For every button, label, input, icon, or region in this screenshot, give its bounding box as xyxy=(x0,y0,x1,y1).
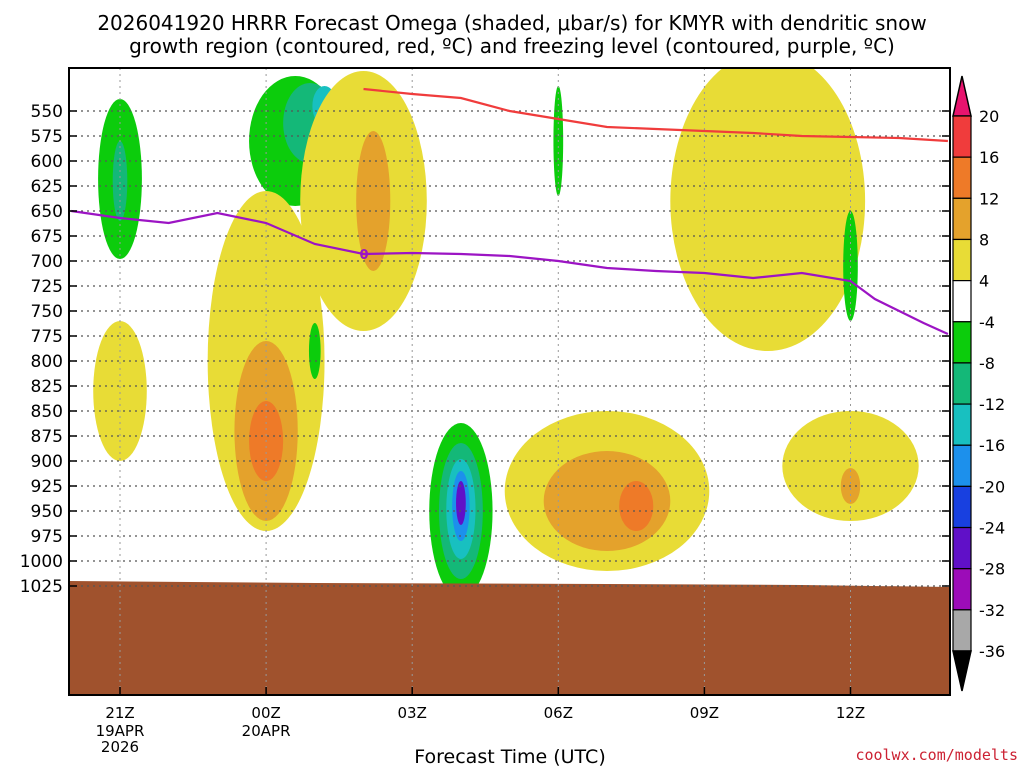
y-axis: 550 575 600 625 650 675 700 725 750 775 800 825 850 8… xyxy=(20,102,950,597)
colorbar-label--12: -12 xyxy=(979,395,1005,414)
x-tick-label-06Z: 06Z xyxy=(544,704,573,722)
colorbar-label--24: -24 xyxy=(979,519,1005,538)
omega-updraft-0400z-core xyxy=(456,481,466,525)
colorbar-box-5 xyxy=(952,321,972,364)
grid-lines xyxy=(69,68,950,695)
colorbar-box-11 xyxy=(952,568,972,611)
y-tick-label-950: 950 xyxy=(31,502,63,522)
colorbar-box-12 xyxy=(952,609,972,652)
y-tick-label-900: 900 xyxy=(31,452,63,472)
colorbar-label--36: -36 xyxy=(979,642,1005,661)
y-tick-label-625: 625 xyxy=(31,177,63,197)
colorbar-label--4: -4 xyxy=(979,313,995,332)
colorbar: 20 16 12 8 4 -4 -8 -12 -16 -20 -24 -28 -32 -36 xyxy=(952,75,1005,692)
colorbar-box-3 xyxy=(952,238,972,282)
y-tick-label-975: 975 xyxy=(31,527,63,547)
colorbar-box-7 xyxy=(952,403,972,446)
y-tick-label-575: 575 xyxy=(31,127,63,147)
colorbar-box-4 xyxy=(952,280,972,323)
freezing-level-line xyxy=(71,209,949,336)
omega-sink-2130z-lower xyxy=(93,321,147,461)
y-tick-label-1025: 1025 xyxy=(20,577,63,597)
colorbar-label--32: -32 xyxy=(979,601,1005,620)
y-tick-label-750: 750 xyxy=(31,302,63,322)
x-tick-label-00Z: 00Z xyxy=(251,704,280,722)
ground-surface xyxy=(69,581,950,695)
omega-sink-0800z-column xyxy=(670,68,866,351)
colorbar-label--16: -16 xyxy=(979,436,1005,455)
colorbar-bottom-triangle xyxy=(952,650,972,692)
y-tick-label-650: 650 xyxy=(31,202,63,222)
x-tick-label-09Z: 09Z xyxy=(690,704,719,722)
colorbar-box-10 xyxy=(952,526,972,570)
colorbar-label--20: -20 xyxy=(979,477,1005,496)
y-tick-label-1000: 1000 xyxy=(20,552,63,572)
x-tick-sublabel-21Z-1: 2026 xyxy=(101,738,139,756)
x-tick-sublabel-21Z-0: 19APR xyxy=(96,722,145,740)
colorbar-box-9 xyxy=(952,485,972,529)
colorbar-label-4: 4 xyxy=(979,272,989,291)
colorbar-top-triangle xyxy=(952,75,972,117)
y-tick-label-775: 775 xyxy=(31,327,63,347)
title-line-2: growth region (contoured, red, ºC) and f… xyxy=(129,34,895,58)
dgz-contour-line xyxy=(363,87,948,143)
x-tick-label-21Z: 21Z xyxy=(105,704,134,722)
colorbar-label-12: 12 xyxy=(979,189,999,208)
colorbar-box-2 xyxy=(952,197,972,241)
colorbar-box-0 xyxy=(952,115,972,158)
y-tick-label-700: 700 xyxy=(31,252,63,272)
colorbar-box-8 xyxy=(952,444,972,487)
colorbar-box-6 xyxy=(952,362,972,405)
x-tick-label-03Z: 03Z xyxy=(398,704,427,722)
colorbar-label--28: -28 xyxy=(979,560,1005,579)
colorbar-label-8: 8 xyxy=(979,230,989,249)
colorbar-label-16: 16 xyxy=(979,148,999,167)
title-line-1: 2026041920 HRRR Forecast Omega (shaded, … xyxy=(97,11,926,35)
x-tick-sublabel-00Z-0: 20APR xyxy=(242,722,291,740)
y-tick-label-675: 675 xyxy=(31,227,63,247)
x-axis-label: Forecast Time (UTC) xyxy=(414,746,605,768)
omega-shading xyxy=(69,68,950,695)
colorbar-label-20: 20 xyxy=(979,107,999,126)
colorbar-label--8: -8 xyxy=(979,354,995,373)
y-tick-label-925: 925 xyxy=(31,477,63,497)
y-tick-label-550: 550 xyxy=(31,102,63,122)
omega-updraft-0030z-small xyxy=(308,323,321,379)
y-tick-label-850: 850 xyxy=(31,402,63,422)
colorbar-box-1 xyxy=(952,156,972,199)
y-tick-label-875: 875 xyxy=(31,427,63,447)
credit-text: coolwx.com/modelts xyxy=(855,746,1018,764)
y-tick-label-800: 800 xyxy=(31,352,63,372)
contour-lines: 0 xyxy=(71,87,949,336)
freezing-level-label: 0 xyxy=(360,248,369,263)
plot-frame xyxy=(68,67,951,696)
y-tick-label-825: 825 xyxy=(31,377,63,397)
omega-sink-0600z-core xyxy=(619,481,654,531)
y-tick-label-600: 600 xyxy=(31,152,63,172)
x-tick-label-12Z: 12Z xyxy=(836,704,865,722)
y-tick-label-725: 725 xyxy=(31,277,63,297)
